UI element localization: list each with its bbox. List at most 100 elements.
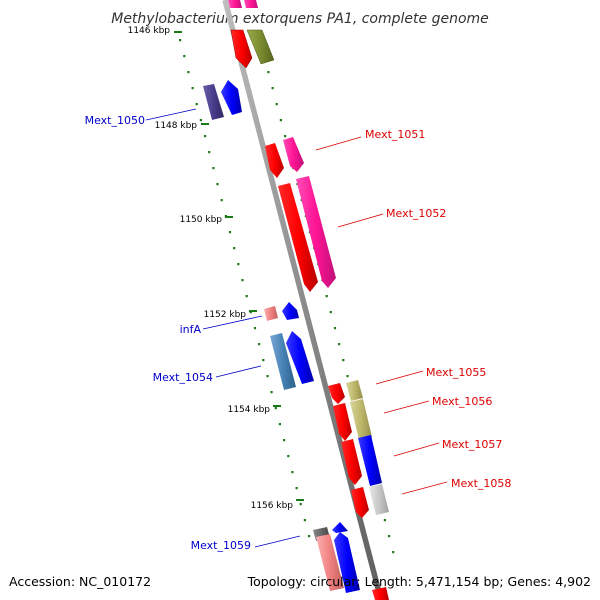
leader-line: [375, 370, 424, 385]
gene-label-mext-1059[interactable]: Mext_1059: [191, 539, 251, 552]
tick-dot: [275, 103, 278, 106]
gene-arrow[interactable]: [264, 306, 278, 321]
gene-arrow[interactable]: [270, 333, 296, 390]
tick-label: 1154 kbp: [228, 405, 271, 415]
tick-dot: [195, 103, 198, 106]
gene-arrow[interactable]: [286, 331, 314, 384]
gene-label-mext-1055[interactable]: Mext_1055: [426, 366, 486, 379]
topology-text: Topology: circular; Length: 5,471,154 bp…: [247, 574, 591, 589]
gene-label-mext-1051[interactable]: Mext_1051: [365, 128, 425, 141]
tick-dot: [333, 327, 337, 330]
tick-dot: [216, 183, 219, 186]
gene-arrow[interactable]: [358, 435, 382, 486]
tick-dot: [179, 39, 182, 42]
leader-line: [337, 213, 384, 228]
gene-arrow[interactable]: [278, 183, 318, 292]
gene-arrow[interactable]: [316, 534, 344, 591]
gene-arrow[interactable]: [230, 29, 253, 69]
gene-arrow[interactable]: [346, 380, 363, 401]
gene-label-mext-1050[interactable]: Mext_1050: [85, 114, 145, 127]
gene-label-mext-1056[interactable]: Mext_1056: [432, 395, 492, 408]
gene-arrow[interactable]: [203, 84, 224, 120]
gene-arrow[interactable]: [333, 403, 352, 441]
tick-dot: [284, 135, 287, 138]
tick-dot: [241, 279, 244, 282]
tick-dot: [383, 519, 386, 522]
tick-dot: [233, 247, 236, 250]
tick-dot: [388, 535, 391, 538]
tick-label: 1152 kbp: [204, 310, 247, 320]
tick-dot: [295, 487, 298, 490]
gene-arrow[interactable]: [350, 399, 372, 440]
gene-arrow[interactable]: [283, 137, 304, 172]
tick-label: 1150 kbp: [180, 215, 223, 225]
gene-arrow[interactable]: [244, 0, 258, 8]
leader-line: [145, 108, 197, 121]
tick-dot: [392, 551, 395, 554]
gene-arrow[interactable]: [265, 143, 284, 178]
gene-arrow[interactable]: [372, 587, 389, 600]
gene-label-mext-1058[interactable]: Mext_1058: [451, 477, 511, 490]
gene-arrow[interactable]: [369, 484, 389, 515]
tick-dot: [258, 343, 261, 346]
gene-arrow[interactable]: [221, 80, 242, 115]
tick-dot: [299, 503, 302, 506]
leader-line: [202, 315, 263, 330]
gene-arrow[interactable]: [341, 439, 362, 485]
tick-labels: 1146 kbp 1148 kbp 1150 kbp 1152 kbp 1154…: [128, 26, 304, 511]
leader-line: [215, 365, 262, 378]
tick-dot: [245, 295, 248, 298]
leader-line: [401, 481, 448, 495]
gene-label-mext-1052[interactable]: Mext_1052: [386, 207, 446, 220]
gene-features: [203, 0, 389, 600]
tick-dot: [346, 375, 349, 378]
gene-arrow[interactable]: [228, 0, 242, 8]
tick-dot: [220, 199, 223, 202]
tick-dot: [249, 311, 252, 314]
gene-arrow[interactable]: [282, 302, 299, 320]
tick-dot: [267, 71, 270, 74]
tick-dot: [212, 167, 215, 170]
tick-dot: [199, 119, 202, 122]
leader-line: [315, 136, 362, 151]
tick-dot: [253, 327, 257, 330]
leader-line: [393, 442, 440, 457]
tick-dot: [274, 407, 277, 410]
tick-dot: [283, 439, 286, 442]
tick-dot: [303, 519, 306, 522]
gene-arrow[interactable]: [332, 522, 348, 533]
gene-label-infa[interactable]: infA: [180, 323, 202, 336]
gene-label-mext-1057[interactable]: Mext_1057: [442, 438, 502, 451]
tick-dot: [204, 135, 207, 138]
gene-arrow[interactable]: [246, 29, 275, 65]
gene-arrow[interactable]: [296, 176, 336, 288]
tick-dot: [278, 423, 281, 426]
tick-dot: [271, 87, 274, 90]
gene-arrow[interactable]: [328, 383, 345, 404]
tick-dot: [266, 375, 269, 378]
tick-dot: [262, 359, 265, 362]
tick-dot: [228, 231, 232, 234]
tick-label: 1156 kbp: [251, 501, 294, 511]
tick-dots: [179, 39, 395, 554]
tick-dot: [208, 151, 211, 154]
gene-labels: Mext_1050 Mext_1051 Mext_1052 infA Mext_…: [85, 108, 511, 552]
accession-text: Accession: NC_010172: [9, 574, 151, 589]
tick-dot: [291, 471, 294, 474]
gene-arrow[interactable]: [351, 487, 369, 518]
tick-dot: [287, 455, 290, 458]
tick-label: 1148 kbp: [155, 121, 198, 131]
map-title: Methylobacterium extorquens PA1, complet…: [111, 11, 489, 27]
tick-dot: [187, 71, 190, 74]
tick-dot: [342, 359, 345, 362]
gene-arrow[interactable]: [334, 532, 360, 593]
tick-dot: [338, 343, 341, 346]
leader-line: [383, 400, 430, 414]
tick-dot: [329, 311, 332, 314]
tick-dot: [270, 391, 273, 394]
tick-dot: [191, 87, 194, 90]
tick-dot: [237, 263, 240, 266]
tick-dot: [325, 295, 328, 298]
gene-label-mext-1054[interactable]: Mext_1054: [153, 371, 213, 384]
